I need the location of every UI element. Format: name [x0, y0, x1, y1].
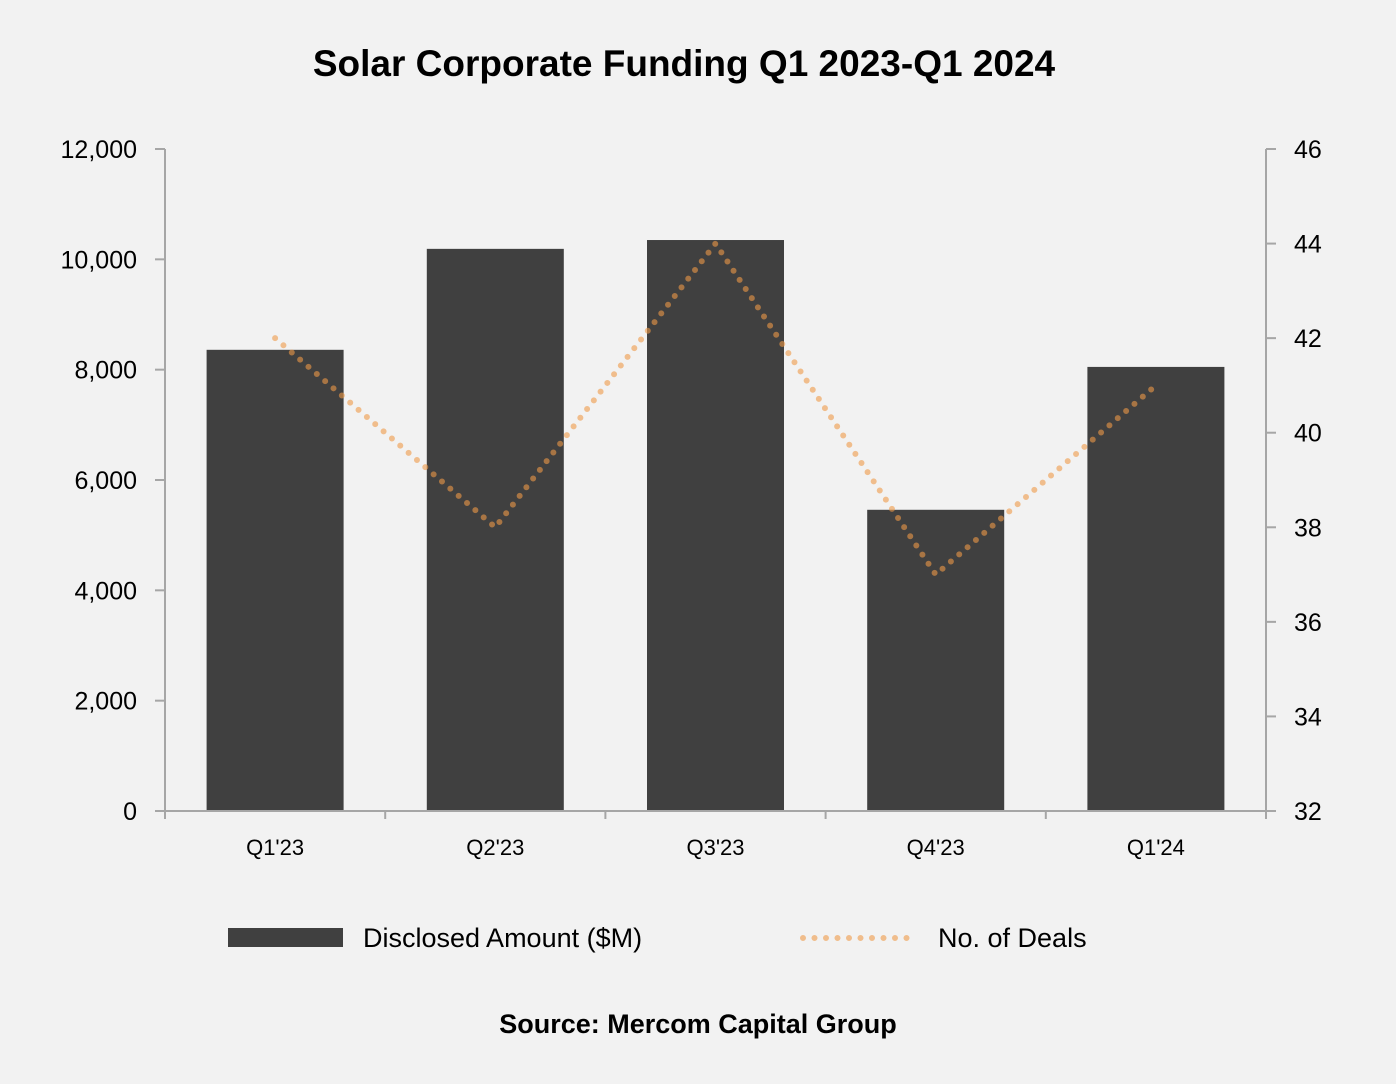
- bar-Q1'24: [1087, 367, 1224, 811]
- y-right-tick-label: 36: [1294, 609, 1322, 637]
- y-left-tick-label: 12,000: [61, 136, 137, 164]
- legend-label-line: No. of Deals: [938, 923, 1087, 953]
- y-right-tick-label: 38: [1294, 514, 1322, 542]
- x-tick-label: Q3'23: [686, 835, 744, 860]
- chart-title: Solar Corporate Funding Q1 2023-Q1 2024: [313, 43, 1056, 84]
- y-left-tick-label: 0: [123, 798, 137, 826]
- x-tick-label: Q1'24: [1127, 835, 1185, 860]
- legend: Disclosed Amount ($M) No. of Deals: [228, 923, 1087, 953]
- y-right-tick-label: 34: [1294, 703, 1322, 731]
- y-right-tick-label: 42: [1294, 325, 1322, 353]
- legend-label-bar: Disclosed Amount ($M): [363, 923, 642, 953]
- bar-Q3'23: [647, 240, 784, 811]
- y-right-tick-label: 40: [1294, 420, 1322, 448]
- y-left-tick-label: 6,000: [74, 467, 137, 495]
- source-note: Source: Mercom Capital Group: [499, 1009, 897, 1039]
- y-left-tick-label: 2,000: [74, 688, 137, 716]
- y-right-tick-label: 46: [1294, 136, 1322, 164]
- y-left-tick-label: 8,000: [74, 357, 137, 385]
- y-right-tick-label: 32: [1294, 798, 1322, 826]
- bar-Q4'23: [867, 510, 1004, 811]
- y-left-tick-label: 4,000: [74, 577, 137, 605]
- y-right-tick-label: 44: [1294, 231, 1322, 259]
- x-tick-label: Q2'23: [466, 835, 524, 860]
- y-left-tick-label: 10,000: [61, 246, 137, 274]
- legend-swatch-bar: [228, 928, 343, 947]
- bar-Q2'23: [427, 249, 564, 811]
- x-tick-label: Q4'23: [907, 835, 965, 860]
- bar-Q1'23: [207, 350, 344, 811]
- x-tick-label: Q1'23: [246, 835, 304, 860]
